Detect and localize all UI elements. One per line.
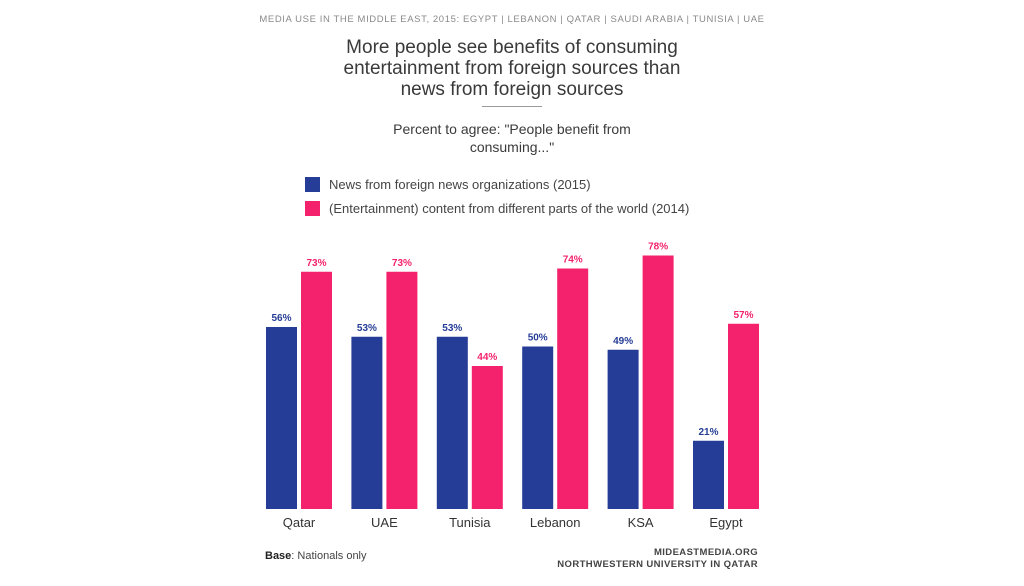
bar-entertainment-lebanon [557, 268, 589, 509]
data-label-news-tunisia: 53% [442, 323, 462, 334]
chart-subtitle: Percent to agree: "People benefit from c… [362, 120, 662, 156]
bar-news-uae [351, 336, 383, 509]
title-line: news from foreign sources [400, 79, 624, 100]
bar-news-lebanon [522, 346, 554, 509]
data-label-entertainment-ksa: 78% [648, 242, 668, 253]
legend-item-entertainment: (Entertainment) content from different p… [305, 196, 689, 220]
data-label-entertainment-lebanon: 74% [563, 255, 583, 266]
bar-entertainment-egypt [728, 323, 759, 509]
bar-news-egypt [693, 440, 724, 509]
title-divider [482, 106, 542, 107]
data-label-news-ksa: 49% [613, 336, 633, 347]
chart-legend: News from foreign news organizations (20… [305, 172, 689, 220]
base-text: : Nationals only [291, 550, 367, 562]
bar-entertainment-uae [386, 271, 418, 509]
category-label: Qatar [283, 515, 316, 530]
data-label-entertainment-qatar: 73% [306, 258, 326, 269]
legend-swatch-news [305, 176, 320, 192]
data-label-news-egypt: 21% [698, 427, 718, 438]
subtitle-line: consuming..." [469, 139, 555, 155]
legend-item-news: News from foreign news organizations (20… [305, 172, 689, 196]
category-label: UAE [371, 515, 398, 530]
source-site: MIDEASTMEDIA.ORG [653, 547, 758, 558]
data-label-entertainment-tunisia: 44% [477, 352, 497, 363]
category-label: Tunisia [449, 515, 491, 530]
bar-entertainment-qatar [301, 271, 332, 509]
bar-entertainment-ksa [642, 255, 674, 509]
legend-label-entertainment: (Entertainment) content from different p… [329, 200, 690, 216]
bar-news-ksa [607, 349, 639, 509]
chart-title: More people see benefits of consuming en… [262, 37, 762, 100]
report-header: MEDIA USE IN THE MIDDLE EAST, 2015: EGYP… [259, 14, 765, 25]
bar-news-tunisia [436, 336, 468, 509]
category-label: Egypt [709, 515, 743, 530]
source-credit: MIDEASTMEDIA.ORG NORTHWESTERN UNIVERSITY… [557, 547, 758, 571]
data-label-news-uae: 53% [357, 323, 377, 334]
legend-label-news: News from foreign news organizations (20… [329, 176, 591, 192]
base-label: Base [265, 550, 292, 562]
title-line: More people see benefits of consuming [346, 37, 678, 58]
data-label-news-qatar: 56% [271, 313, 291, 324]
data-label-entertainment-uae: 73% [392, 258, 412, 269]
data-label-news-lebanon: 50% [528, 333, 548, 344]
bar-news-qatar [266, 327, 297, 509]
legend-swatch-entertainment [305, 200, 320, 216]
category-label: Lebanon [530, 515, 581, 530]
category-label: KSA [628, 515, 654, 530]
bar-entertainment-tunisia [471, 366, 503, 509]
subtitle-line: Percent to agree: "People benefit from [393, 121, 631, 137]
source-org: NORTHWESTERN UNIVERSITY IN QATAR [557, 559, 758, 570]
base-note: Base: Nationals only [265, 550, 367, 562]
title-line: entertainment from foreign sources than [343, 58, 681, 79]
data-label-entertainment-egypt: 57% [733, 310, 753, 321]
